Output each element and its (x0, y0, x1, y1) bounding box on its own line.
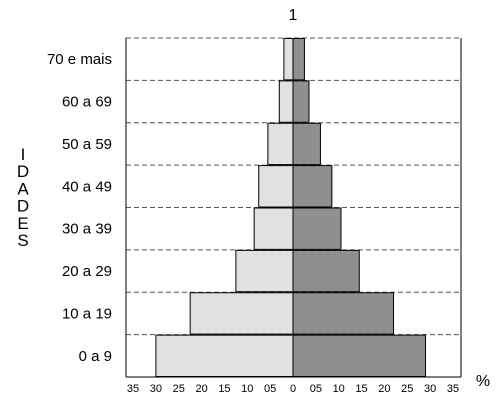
x-tick-label: 20 (378, 383, 390, 395)
y-axis-label-letter: I (21, 145, 26, 164)
x-tick-label: 15 (355, 383, 367, 395)
x-tick-label: 30 (424, 383, 436, 395)
x-tick-label: 10 (241, 383, 253, 395)
x-tick-label: 25 (173, 383, 185, 395)
bar-right (292, 207, 342, 250)
category-label: 70 e mais (47, 51, 112, 68)
bar-right (292, 165, 333, 208)
bar-left (267, 122, 294, 166)
bars (155, 38, 427, 377)
category-label: 30 a 39 (62, 221, 112, 238)
y-axis-label-letter: D (17, 197, 29, 216)
category-label: 0 a 9 (79, 348, 112, 365)
y-axis-label-letter: E (17, 214, 28, 233)
bar-left (278, 80, 294, 123)
bar-right (292, 80, 310, 123)
x-tick-label: 20 (195, 383, 207, 395)
category-label: 50 a 59 (62, 136, 112, 153)
category-label: 40 a 49 (62, 178, 112, 195)
gridlines (125, 37, 462, 377)
bar-right (292, 334, 427, 377)
x-tick-label: 05 (310, 383, 322, 395)
x-tick-label: 35 (447, 383, 459, 395)
category-label: 60 a 69 (62, 94, 112, 111)
y-axis-label-letter: D (17, 162, 29, 181)
category-labels: 0 a 9 10 a 19 20 a 29 30 a 39 40 a 49 50 a 59… (47, 51, 112, 365)
y-axis-label-letter: S (17, 231, 28, 250)
category-label: 20 a 29 (62, 263, 112, 280)
x-tick-label: 30 (150, 383, 162, 395)
chart-title: 1 (289, 7, 298, 24)
x-tick-label: 15 (218, 383, 230, 395)
bar-left (155, 334, 294, 377)
x-tick-labels: 35 30 25 20 15 10 05 0 05 10 15 20 25 30 35 (127, 383, 459, 395)
x-tick-label: 25 (401, 383, 413, 395)
bar-left (253, 207, 294, 250)
bar-left (189, 292, 294, 335)
bar-right (292, 38, 305, 81)
bar-left (258, 165, 294, 208)
x-tick-label: 10 (333, 383, 345, 395)
x-tick-label: 05 (264, 383, 276, 395)
bar-left (235, 249, 294, 293)
bar-right (292, 122, 321, 166)
x-tick-label: 35 (127, 383, 139, 395)
x-tick-label: 0 (290, 383, 296, 395)
bar-right (292, 292, 395, 335)
bar-left (283, 38, 294, 81)
x-unit-label: % (476, 373, 490, 390)
category-label: 10 a 19 (62, 305, 112, 322)
bar-right (292, 249, 360, 293)
y-axis-label-letter: A (17, 179, 29, 198)
